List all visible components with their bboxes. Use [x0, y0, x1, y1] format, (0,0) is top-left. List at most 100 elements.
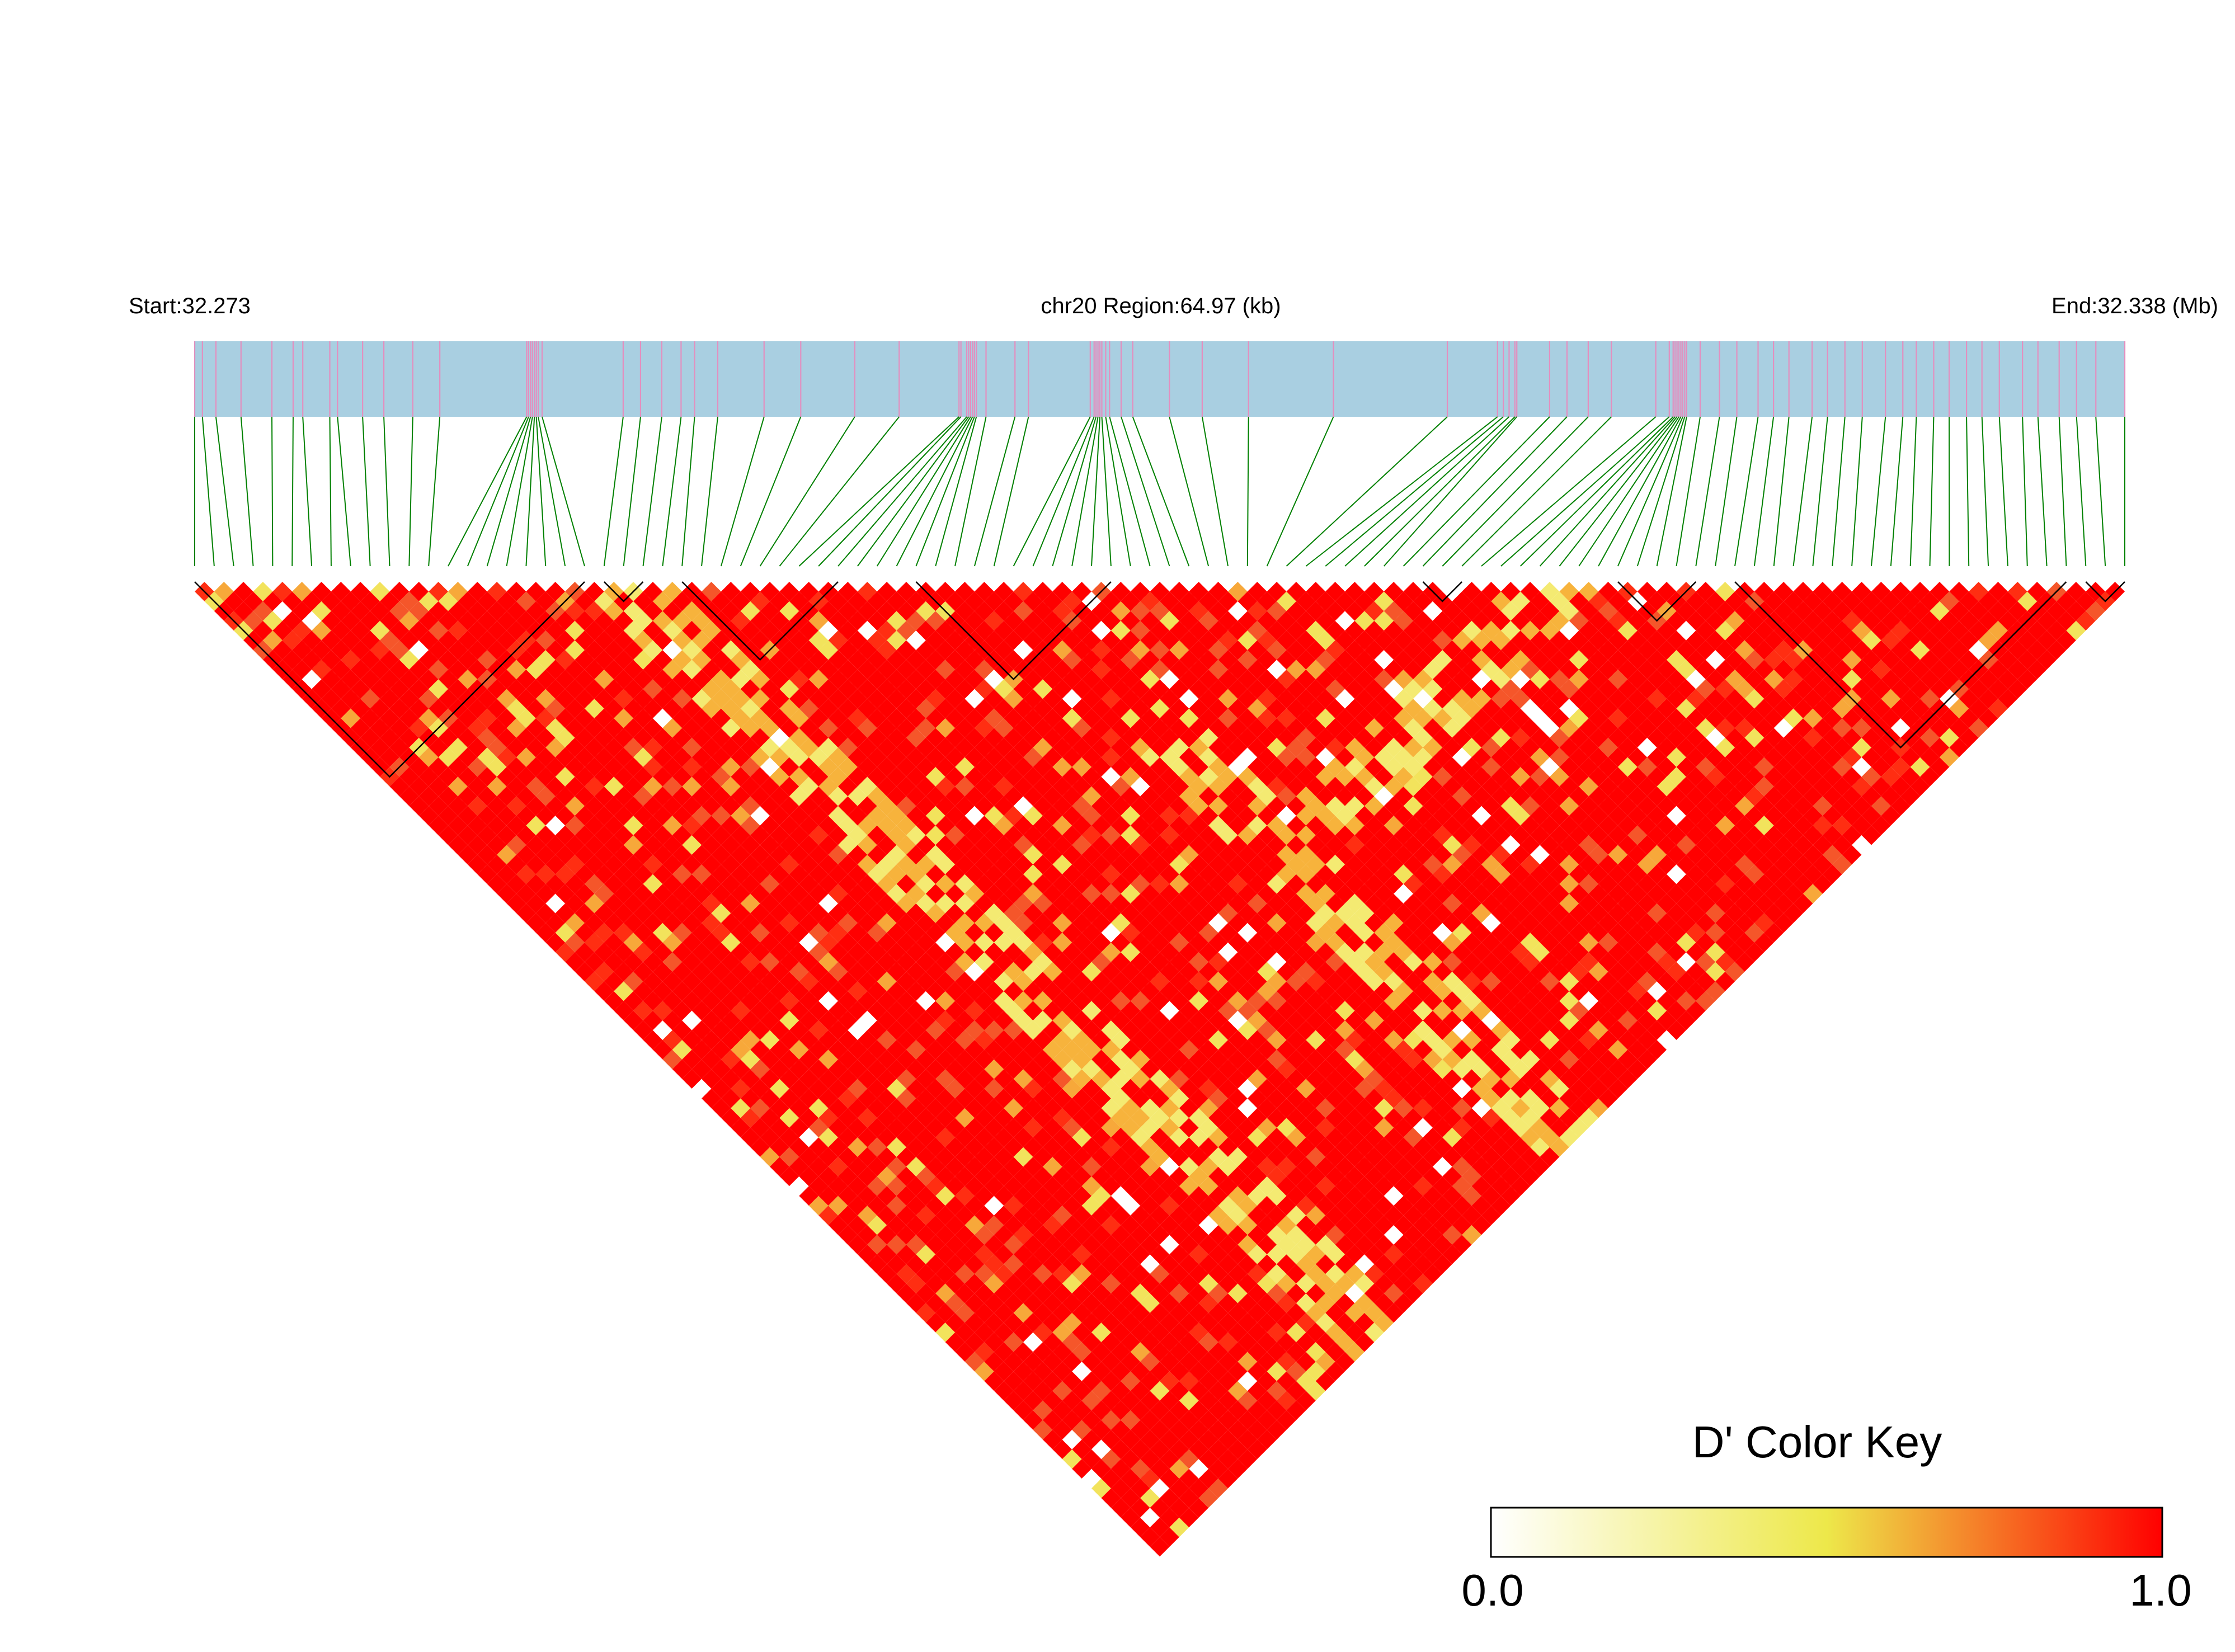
- ld-cell: [867, 1196, 887, 1216]
- ld-cell: [312, 640, 331, 660]
- ld-cell: [964, 923, 985, 943]
- ld-cell: [1033, 1127, 1053, 1147]
- ld-cell: [1091, 1206, 1111, 1225]
- ld-cell: [506, 854, 526, 874]
- ld-cell: [750, 728, 770, 748]
- ld-cell: [740, 1127, 760, 1147]
- ld-cell: [1227, 1010, 1248, 1030]
- ld-cell: [925, 1235, 945, 1255]
- ld-cell: [1023, 1196, 1043, 1216]
- ld-cell: [974, 1147, 994, 1167]
- ld-cell: [916, 933, 936, 953]
- ld-cell: [867, 864, 887, 884]
- ld-cell: [429, 796, 449, 816]
- ld-cell: [1042, 806, 1062, 826]
- ld-cell: [750, 689, 770, 709]
- ld-cell: [1042, 825, 1062, 845]
- ld-cell: [1072, 1127, 1092, 1147]
- ld-cell: [779, 854, 799, 874]
- ld-cell: [711, 845, 731, 865]
- ld-cell: [1023, 845, 1043, 865]
- ld-cell: [779, 1049, 799, 1070]
- ld-cell: [477, 747, 497, 768]
- ld-cell: [1072, 1400, 1092, 1420]
- ld-cell: [964, 747, 985, 768]
- ld-cell: [750, 630, 770, 650]
- ld-cell: [1257, 1118, 1277, 1138]
- ld-cell: [770, 1020, 789, 1040]
- ld-cell: [1267, 991, 1287, 1011]
- ld-cell: [848, 611, 868, 631]
- ld-cell: [418, 591, 439, 611]
- ld-cell: [312, 660, 331, 680]
- ld-cell: [1189, 1439, 1209, 1460]
- ld-cell: [350, 640, 370, 660]
- ld-cell: [1160, 1039, 1179, 1060]
- ld-cell: [848, 1137, 868, 1157]
- ld-cell: [916, 776, 936, 797]
- ld-cell: [848, 1235, 868, 1255]
- ld-cell: [370, 582, 390, 601]
- ld-cell: [770, 1059, 789, 1079]
- ld-cell: [1227, 1166, 1248, 1187]
- ld-cell: [1101, 864, 1121, 884]
- ld-cell: [1004, 728, 1024, 748]
- ld-cell: [682, 620, 702, 641]
- ld-cell: [994, 835, 1014, 855]
- ld-cell: [945, 708, 965, 728]
- ld-cell: [964, 1293, 985, 1313]
- ld-cell: [1130, 913, 1150, 933]
- ld-cell: [1072, 1361, 1092, 1381]
- ld-cell: [935, 893, 956, 914]
- ld-cell: [497, 630, 516, 650]
- ld-cell: [652, 981, 672, 1001]
- ld-cell: [818, 1206, 838, 1225]
- ld-cell: [1101, 1235, 1121, 1255]
- snp-connector: [2076, 416, 2087, 567]
- ld-cell: [1160, 1488, 1179, 1508]
- ld-cell: [1121, 1429, 1141, 1449]
- ld-cell: [848, 1215, 868, 1235]
- ld-cell: [1072, 971, 1092, 991]
- ld-cell: [702, 679, 721, 699]
- ld-cell: [350, 620, 370, 641]
- ld-cell: [1286, 1400, 1306, 1420]
- ld-cell: [760, 1127, 780, 1147]
- ld-cell: [711, 1039, 731, 1060]
- ld-cell: [1481, 1186, 1501, 1206]
- ld-cell: [1277, 1118, 1296, 1138]
- ld-cell: [877, 1244, 897, 1264]
- ld-cell: [1130, 1264, 1150, 1284]
- ld-cell: [487, 699, 507, 718]
- ld-cell: [964, 845, 985, 865]
- ld-cell: [799, 1069, 819, 1089]
- ld-cell: [877, 601, 897, 621]
- ld-cell: [652, 649, 672, 670]
- ld-cell: [1227, 1206, 1248, 1225]
- ld-cell: [1227, 1342, 1248, 1362]
- ld-cell: [292, 620, 312, 641]
- snp-connector: [467, 416, 529, 567]
- ld-cell: [409, 718, 429, 738]
- ld-cell: [779, 757, 799, 777]
- ld-cell: [1101, 1371, 1121, 1391]
- ld-cell: [750, 786, 770, 806]
- ld-cell: [818, 874, 838, 894]
- ld-cell: [838, 718, 858, 738]
- ld-cell: [1042, 962, 1062, 982]
- ld-cell: [1325, 1127, 1345, 1147]
- snp-connector: [1656, 416, 1687, 567]
- ld-cell: [1023, 1098, 1043, 1118]
- ld-cell: [1227, 1400, 1248, 1420]
- snp-connector: [798, 416, 959, 567]
- ld-cell: [535, 591, 556, 611]
- ld-cell: [1257, 1020, 1277, 1040]
- ld-cell: [994, 737, 1014, 757]
- ld-cell: [770, 1137, 789, 1157]
- ld-cell: [1227, 1069, 1248, 1089]
- ld-cell: [838, 620, 858, 641]
- ld-cell: [1315, 1039, 1335, 1060]
- snp-connector: [681, 416, 695, 567]
- ld-cell: [1160, 1118, 1179, 1138]
- ld-cell: [1121, 942, 1141, 962]
